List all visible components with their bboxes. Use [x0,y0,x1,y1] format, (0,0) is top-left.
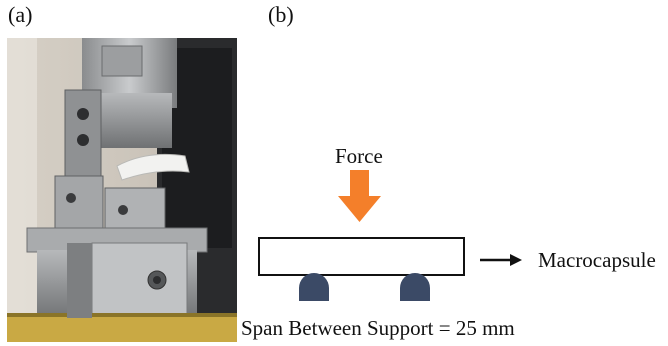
panel-label-a: (a) [8,2,33,27]
macrocapsule-label: Macrocapsule [538,248,656,272]
right-support [400,273,430,301]
left-support [299,273,329,301]
span-label: Span Between Support = 25 mm [241,316,515,340]
panel-label-b: (b) [268,2,294,27]
force-arrow [338,170,381,222]
test-fixture-photo [7,38,237,342]
pointer-arrow-head [510,254,522,266]
bending-schematic [258,170,522,301]
macrocapsule-specimen [258,237,465,276]
force-label: Force [335,144,383,168]
